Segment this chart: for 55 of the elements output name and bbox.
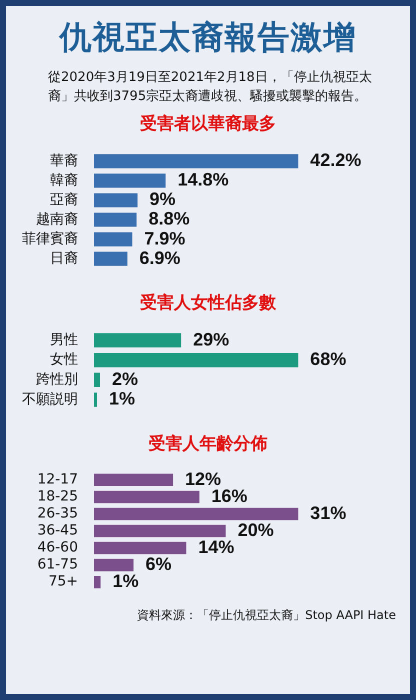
y-tick-label: 日裔: [50, 250, 78, 266]
data-label: 68%: [310, 349, 346, 370]
y-tick-label: 36-45: [37, 522, 78, 539]
bar: [94, 392, 98, 407]
y-tick-label: 韓裔: [50, 172, 78, 188]
y-tick-label: 61-75: [37, 556, 78, 573]
y-tick-label: 46-60: [37, 540, 78, 556]
y-tick-label: 75+: [48, 574, 78, 590]
y-tick-label: 女性: [50, 352, 78, 368]
y-tick-label: 亞裔: [50, 192, 78, 208]
bar: [94, 212, 137, 227]
y-tick-label: 華裔: [50, 152, 78, 169]
data-label: 29%: [193, 329, 230, 350]
bar: [94, 372, 100, 388]
data-label: 1%: [112, 571, 139, 592]
y-tick-label: 18-25: [37, 488, 78, 505]
data-label: 14.8%: [178, 170, 229, 190]
data-label: 42.2%: [310, 150, 362, 170]
text: 從2020年3月19日至2021年2月18日，「停止仇視亞太裔」共收到3795宗亞太裔遭歧視、騷擾或襲擊的報告。: [48, 69, 373, 106]
data-label: 20%: [238, 520, 274, 540]
data-label: 14%: [198, 536, 234, 557]
bar: [94, 352, 298, 368]
bar: [94, 542, 186, 554]
source-note: 資料來源：「停止仇視亞太裔」Stop AAPI Hate: [136, 607, 396, 624]
bar: [94, 193, 138, 208]
bar: [94, 490, 200, 504]
bar: [94, 558, 134, 572]
bar: [94, 524, 226, 538]
data-label: 9%: [150, 189, 176, 210]
chart-title: 受害人女性佔多數: [139, 292, 277, 314]
bar: [94, 508, 298, 520]
y-tick-label: 菲律賓裔: [22, 230, 78, 247]
data-label: 1%: [109, 388, 136, 409]
bar: [94, 333, 182, 348]
chart-title: 仇視亞太裔報告激增: [58, 17, 358, 58]
bar: [94, 252, 128, 266]
data-label: 7.9%: [144, 228, 186, 248]
data-label: 6%: [146, 554, 172, 574]
data-label: 31%: [310, 502, 346, 523]
data-label: 6.9%: [139, 248, 180, 268]
bar: [94, 576, 101, 588]
bar: [94, 232, 132, 246]
chart-title: 受害人年齡分佈: [148, 433, 268, 455]
bar: [94, 474, 174, 486]
y-tick-label: 越南裔: [36, 211, 78, 228]
data-label: 2%: [112, 368, 138, 389]
y-tick-label: 26-35: [37, 506, 78, 522]
y-tick-label: 12-17: [37, 472, 78, 488]
y-tick-label: 不願説明: [22, 391, 78, 408]
chart-subtitle: 受害者以華裔最多: [139, 113, 277, 135]
bar: [94, 174, 166, 188]
bar: [94, 154, 298, 168]
data-label: 8.8%: [148, 208, 190, 229]
y-tick-label: 男性: [50, 332, 78, 348]
y-tick-label: 跨性別: [36, 372, 78, 388]
